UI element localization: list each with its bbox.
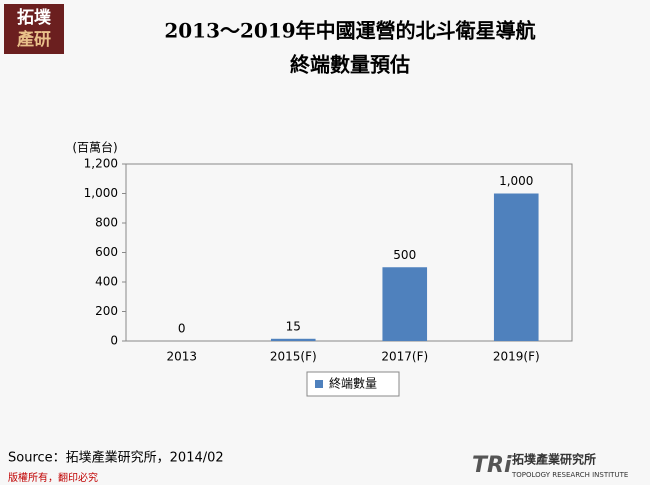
logo-box — [4, 4, 64, 54]
chart-subtitle: 終端數量預估 — [290, 53, 410, 77]
y-tick-label: 200 — [95, 304, 118, 318]
logo-text: 拓墣 — [17, 8, 51, 28]
logo-text: 產研 — [17, 29, 51, 50]
value-label: 15 — [286, 319, 301, 333]
x-tick-label: 2019(F) — [493, 350, 540, 364]
legend-label: 終端數量 — [329, 376, 377, 391]
y-tick-label: 1,200 — [84, 157, 118, 171]
source: Source：拓墣產業研究所，2014/02 — [8, 450, 224, 466]
legend-swatch — [315, 380, 323, 388]
x-tick-label: 2013 — [166, 350, 197, 364]
bar — [382, 267, 428, 341]
value-label: 0 — [178, 322, 186, 336]
y-axis-label: (百萬台) — [72, 140, 117, 155]
brand-mark: TRi — [472, 453, 512, 478]
chart-title: 2013～2019年中國運營的北斗衛星導航 — [164, 19, 535, 43]
y-tick-label: 600 — [95, 245, 118, 259]
y-tick-label: 400 — [95, 275, 118, 289]
value-label: 1,000 — [499, 174, 533, 188]
footer: 版權所有，翻印必究 — [8, 471, 98, 484]
value-label: 500 — [393, 248, 416, 262]
x-tick-label: 2015(F) — [270, 350, 317, 364]
y-tick-label: 1,000 — [84, 186, 118, 200]
brand-name: 拓墣產業研究所 — [512, 452, 596, 467]
bar — [493, 193, 539, 341]
y-tick-label: 0 — [110, 334, 118, 348]
y-tick-label: 800 — [95, 216, 118, 230]
bar — [270, 338, 316, 341]
x-tick-label: 2017(F) — [381, 350, 428, 364]
brand-english: TOPOLOGY RESEARCH INSTITUTE — [511, 471, 628, 479]
